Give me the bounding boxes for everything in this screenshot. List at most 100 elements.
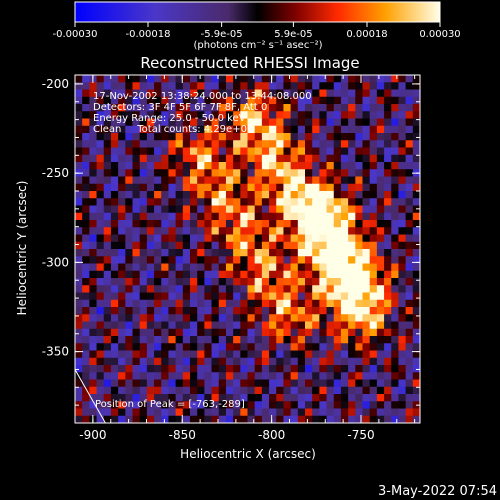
heatmap-cell — [161, 176, 170, 185]
heatmap-cell — [355, 256, 364, 265]
heatmap-cell — [175, 292, 184, 301]
heatmap-cell — [182, 205, 191, 214]
heatmap-cell — [269, 104, 277, 112]
heatmap-cell — [240, 205, 249, 214]
heatmap-cell — [82, 118, 90, 127]
heatmap-cell — [168, 198, 177, 207]
heatmap-cell — [139, 415, 148, 423]
heatmap-cell — [197, 328, 205, 337]
heatmap-cell — [168, 256, 177, 265]
heatmap-cell — [247, 212, 256, 221]
heatmap-cell — [118, 321, 126, 330]
heatmap-cell — [175, 249, 184, 257]
heatmap-cell — [412, 343, 420, 352]
heatmap-cell — [154, 408, 162, 417]
heatmap-cell — [132, 336, 141, 344]
heatmap-cell — [305, 133, 313, 141]
heatmap-cell — [154, 104, 162, 112]
heatmap-cell — [290, 328, 299, 337]
heatmap-cell — [319, 162, 328, 170]
heatmap-cell — [89, 256, 98, 265]
heatmap-cell — [405, 357, 414, 366]
heatmap-cell — [211, 154, 220, 163]
heatmap-cell — [312, 372, 320, 381]
heatmap-cell — [197, 241, 205, 250]
heatmap-cell — [348, 169, 356, 178]
heatmap-cell — [168, 96, 177, 105]
heatmap-cell — [312, 147, 320, 156]
heatmap-cell — [355, 394, 364, 402]
heatmap-cell — [240, 147, 249, 156]
heatmap-cell — [391, 357, 400, 366]
heatmap-cell — [319, 263, 328, 272]
heatmap-cell — [276, 401, 285, 410]
heatmap-cell — [233, 365, 241, 373]
heatmap-cell — [348, 75, 356, 83]
heatmap-cell — [254, 357, 263, 366]
heatmap-cell — [276, 263, 285, 272]
heatmap-cell — [161, 205, 170, 214]
heatmap-cell — [333, 220, 342, 228]
heatmap-cell — [269, 147, 277, 156]
heatmap-cell — [333, 111, 342, 120]
heatmap-cell — [146, 162, 155, 170]
heatmap-cell — [348, 401, 356, 410]
heatmap-cell — [348, 328, 356, 337]
heatmap-cell — [225, 220, 234, 228]
heatmap-cell — [139, 147, 148, 156]
heatmap-cell — [369, 285, 378, 294]
heatmap-cell — [333, 198, 342, 207]
heatmap-cell — [190, 415, 198, 423]
heatmap-cell — [333, 408, 342, 417]
heatmap-cell — [326, 125, 335, 134]
heatmap-cell — [355, 408, 364, 417]
heatmap-cell — [384, 212, 392, 221]
heatmap-cell — [247, 365, 256, 373]
heatmap-cell — [89, 307, 98, 315]
heatmap-cell — [110, 147, 119, 156]
heatmap-cell — [261, 336, 270, 344]
heatmap-cell — [82, 96, 90, 105]
heatmap-cell — [197, 365, 205, 373]
heatmap-cell — [326, 220, 335, 228]
heatmap-cell — [139, 96, 148, 105]
heatmap-cell — [333, 234, 342, 243]
heatmap-cell — [197, 111, 205, 120]
heatmap-cell — [146, 125, 155, 134]
heatmap-cell — [118, 89, 126, 98]
heatmap-cell — [225, 270, 234, 279]
heatmap-cell — [225, 82, 234, 91]
heatmap-cell — [82, 220, 90, 228]
heatmap-cell — [182, 263, 191, 272]
heatmap-cell — [412, 96, 420, 105]
heatmap-cell — [211, 176, 220, 185]
heatmap-cell — [125, 75, 134, 83]
heatmap-cell — [355, 227, 364, 236]
heatmap-cell — [218, 343, 227, 352]
heatmap-cell — [82, 379, 90, 388]
heatmap-cell — [283, 336, 292, 344]
heatmap-cell — [362, 336, 371, 344]
heatmap-cell — [118, 212, 126, 221]
heatmap-cell — [369, 415, 378, 423]
heatmap-cell — [348, 278, 356, 286]
heatmap-cell — [369, 133, 378, 141]
heatmap-cell — [391, 314, 400, 323]
heatmap-cell — [340, 321, 349, 330]
heatmap-cell — [312, 118, 320, 127]
heatmap-cell — [175, 256, 184, 265]
heatmap-cell — [204, 343, 213, 352]
heatmap-cell — [391, 408, 400, 417]
heatmap-cell — [369, 154, 378, 163]
heatmap-cell — [405, 343, 414, 352]
heatmap-cell — [233, 140, 241, 149]
heatmap-cell — [405, 249, 414, 257]
heatmap-cell — [161, 227, 170, 236]
heatmap-cell — [233, 118, 241, 127]
heatmap-cell — [340, 415, 349, 423]
heatmap-cell — [326, 75, 335, 83]
heatmap-cell — [398, 343, 407, 352]
heatmap-cell — [326, 321, 335, 330]
heatmap-cell — [240, 82, 249, 91]
heatmap-cell — [362, 176, 371, 185]
